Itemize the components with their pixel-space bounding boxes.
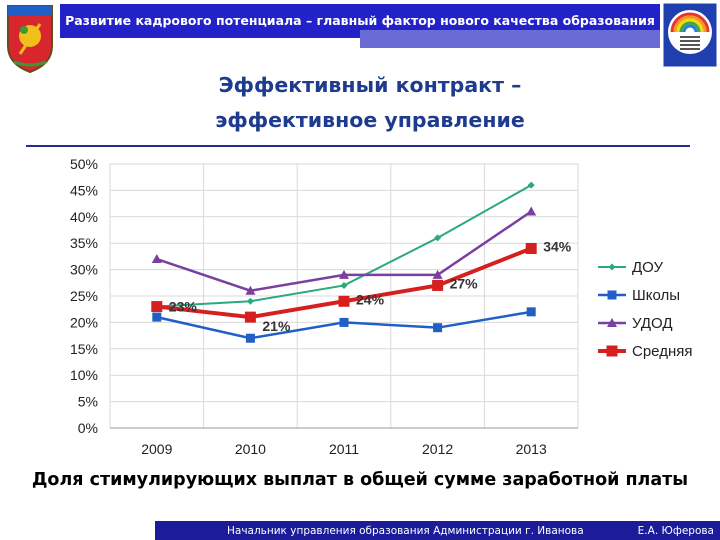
y-tick-label: 30% xyxy=(70,262,98,278)
footer-author-position: Начальник управления образования Админис… xyxy=(227,524,584,537)
chart-caption: Доля стимулирующих выплат в общей сумме … xyxy=(31,470,689,490)
title-divider xyxy=(26,145,690,147)
data-label: 23% xyxy=(169,299,198,315)
footer-bar xyxy=(155,521,720,540)
data-point-2 xyxy=(526,307,536,317)
legend-marker xyxy=(608,263,616,271)
data-point-2 xyxy=(152,312,162,322)
slide-title-line2: эффективное управление xyxy=(215,108,525,132)
data-point-3 xyxy=(151,254,162,264)
slide-title-line1: Эффективный контракт – xyxy=(218,73,522,97)
x-tick-label: 2009 xyxy=(141,441,172,457)
data-label: 24% xyxy=(356,291,385,307)
header-bar-accent xyxy=(360,30,660,48)
x-tick-label: 2011 xyxy=(329,441,359,457)
y-tick-label: 10% xyxy=(70,367,98,383)
data-point-4 xyxy=(338,295,350,307)
header-title: Развитие кадрового потенциала – главный … xyxy=(65,12,655,28)
data-point-3 xyxy=(526,206,537,216)
data-label: 21% xyxy=(262,318,291,334)
legend-marker xyxy=(606,345,618,357)
data-point-4 xyxy=(151,301,163,313)
data-point-3 xyxy=(245,285,256,295)
legend-label: Школы xyxy=(632,287,680,304)
data-point-2 xyxy=(339,317,349,327)
x-tick-label: 2012 xyxy=(422,441,453,457)
data-point-2 xyxy=(245,333,255,343)
y-tick-label: 40% xyxy=(70,209,98,225)
legend-marker xyxy=(607,290,617,300)
city-crest-icon xyxy=(7,5,53,74)
y-tick-label: 50% xyxy=(70,156,98,172)
data-point-1 xyxy=(246,297,254,305)
y-tick-label: 45% xyxy=(70,182,98,198)
y-tick-label: 35% xyxy=(70,235,98,251)
data-label: 27% xyxy=(450,275,479,291)
y-tick-label: 25% xyxy=(70,288,98,304)
legend-label: УДОД xyxy=(632,315,673,332)
data-point-2 xyxy=(433,323,443,333)
data-point-1 xyxy=(434,234,442,242)
line-chart: 0% 5% 10% 15% 20% 25% 30% 35% 40% 45% 50% 2009 2010 2… xyxy=(70,156,693,457)
slide-title: Эффективный контракт – эффективное управ… xyxy=(120,68,620,138)
legend-label: Средняя xyxy=(632,343,692,360)
footer: Начальник управления образования Админис… xyxy=(155,521,720,540)
y-tick-label: 15% xyxy=(70,341,98,357)
legend-label: ДОУ xyxy=(632,259,663,276)
y-tick-label: 5% xyxy=(78,394,98,410)
legend-marker xyxy=(607,318,617,327)
x-tick-label: 2013 xyxy=(516,441,547,457)
data-point-4 xyxy=(244,311,256,323)
x-tick-label: 2010 xyxy=(235,441,266,457)
data-point-4 xyxy=(525,242,537,254)
data-point-3 xyxy=(432,269,443,279)
education-department-badge-icon xyxy=(662,2,718,68)
y-tick-label: 20% xyxy=(70,314,98,330)
y-tick-label: 0% xyxy=(78,420,98,436)
footer-author-name: Е.А. Юферова xyxy=(637,524,714,537)
data-label: 34% xyxy=(543,238,572,254)
data-point-3 xyxy=(339,269,349,279)
data-point-1 xyxy=(527,181,535,189)
data-point-1 xyxy=(340,281,348,289)
data-point-4 xyxy=(432,279,444,291)
